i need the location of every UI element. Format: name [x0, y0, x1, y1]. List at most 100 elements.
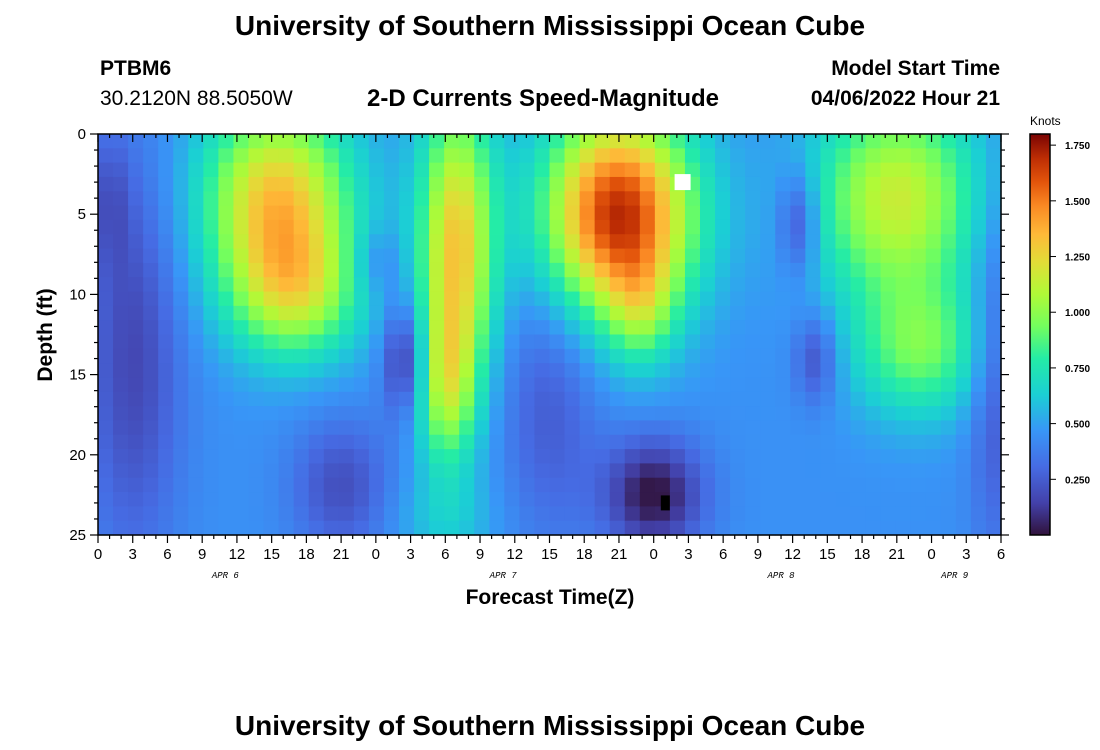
heatmap-cell [489, 205, 505, 221]
heatmap-cell [188, 477, 204, 493]
heatmap-cell [113, 520, 129, 536]
colorbar-tick-label: 1.750 [1065, 141, 1090, 152]
heatmap-cell [669, 449, 686, 464]
heatmap-cell [910, 377, 927, 393]
heatmap-cell [880, 406, 897, 422]
heatmap-cell [970, 334, 987, 350]
heatmap-cell [790, 477, 806, 493]
heatmap-cell [98, 477, 114, 493]
heatmap-cell [308, 477, 325, 493]
heatmap-cell [338, 334, 355, 350]
heatmap-cell [970, 363, 987, 379]
heatmap-cell [775, 363, 791, 379]
heatmap-cell [248, 162, 265, 178]
heatmap-cell [188, 205, 204, 221]
heatmap-cell [790, 305, 806, 321]
heatmap-cell [579, 162, 596, 178]
heatmap-cell [504, 320, 520, 336]
heatmap-cell [715, 305, 731, 321]
heatmap-cell [594, 363, 611, 379]
heatmap-cell [549, 406, 566, 422]
heatmap-cell [910, 449, 927, 464]
heatmap-cell [474, 134, 490, 149]
heatmap-cell [143, 377, 159, 393]
heatmap-cell [203, 420, 219, 436]
heatmap-cell [143, 191, 159, 207]
heatmap-cell [534, 377, 551, 393]
heatmap-cell [98, 205, 114, 221]
heatmap-cell [985, 305, 1002, 321]
heatmap-cell [248, 520, 265, 536]
heatmap-cell [669, 320, 686, 336]
heatmap-cell [383, 463, 400, 479]
heatmap-cell [188, 148, 204, 164]
heatmap-cell [730, 434, 746, 450]
heatmap-cell [278, 191, 295, 207]
heatmap-cell [188, 363, 204, 379]
heatmap-cell [188, 277, 204, 293]
heatmap-cell [910, 363, 927, 379]
heatmap-cell [263, 348, 280, 364]
heatmap-cell [594, 463, 611, 479]
heatmap-cell [383, 291, 400, 307]
heatmap-cell [549, 506, 566, 522]
heatmap-cell [594, 277, 611, 293]
heatmap-cell [624, 219, 641, 235]
heatmap-cell [564, 134, 581, 149]
heatmap-cell [745, 219, 761, 235]
heatmap-cell [489, 463, 505, 479]
heatmap-cell [609, 134, 626, 149]
heatmap-cell [399, 248, 415, 264]
heatmap-cell [519, 391, 536, 407]
heatmap-cell [745, 449, 761, 464]
heatmap-cell [98, 320, 114, 336]
heatmap-cell [970, 305, 987, 321]
heatmap-cell [414, 492, 430, 507]
heatmap-cell [308, 334, 325, 350]
x-tick-label: 15 [541, 546, 558, 563]
heatmap-cell [128, 391, 144, 407]
heatmap-cell [579, 363, 596, 379]
heatmap-cell [203, 134, 219, 149]
heatmap-cell [730, 363, 746, 379]
heatmap-cell [684, 420, 701, 436]
heatmap-cell [850, 277, 867, 293]
heatmap-cell [760, 420, 776, 436]
heatmap-cell [955, 148, 972, 164]
heatmap-cell [775, 205, 791, 221]
heatmap-cell [414, 363, 430, 379]
heatmap-cell [654, 205, 671, 221]
colorbar-tick-label: 1.000 [1065, 308, 1090, 319]
heatmap-cell [323, 320, 340, 336]
heatmap-cell [308, 291, 325, 307]
heatmap-cell [323, 449, 340, 464]
heatmap-cell [910, 191, 927, 207]
heatmap-cell [775, 305, 791, 321]
heatmap-cell [684, 219, 701, 235]
heatmap-cell [639, 248, 656, 264]
heatmap-cell [293, 434, 310, 450]
heatmap-cell [925, 291, 942, 307]
heatmap-cell [504, 262, 520, 278]
heatmap-cell [534, 134, 551, 149]
heatmap-cell [504, 148, 520, 164]
heatmap-cell [639, 234, 656, 250]
heatmap-cell [579, 477, 596, 493]
heatmap-cell [805, 205, 821, 221]
heatmap-cell [489, 477, 505, 493]
heatmap-cell [835, 320, 852, 336]
heatmap-cell [203, 449, 219, 464]
heatmap-cell [233, 477, 250, 493]
heatmap-cell [534, 506, 551, 522]
x-tick-label: 18 [298, 546, 315, 563]
heatmap-cell [579, 391, 596, 407]
colorbar-gradient [1029, 133, 1051, 536]
heatmap-cell [940, 449, 957, 464]
heatmap-cell [925, 520, 942, 536]
heatmap-cell [790, 363, 806, 379]
heatmap-cell [639, 320, 656, 336]
heatmap-cell [218, 134, 235, 149]
heatmap-cell [203, 277, 219, 293]
heatmap-cell [820, 377, 837, 393]
heatmap-cell [459, 191, 475, 207]
